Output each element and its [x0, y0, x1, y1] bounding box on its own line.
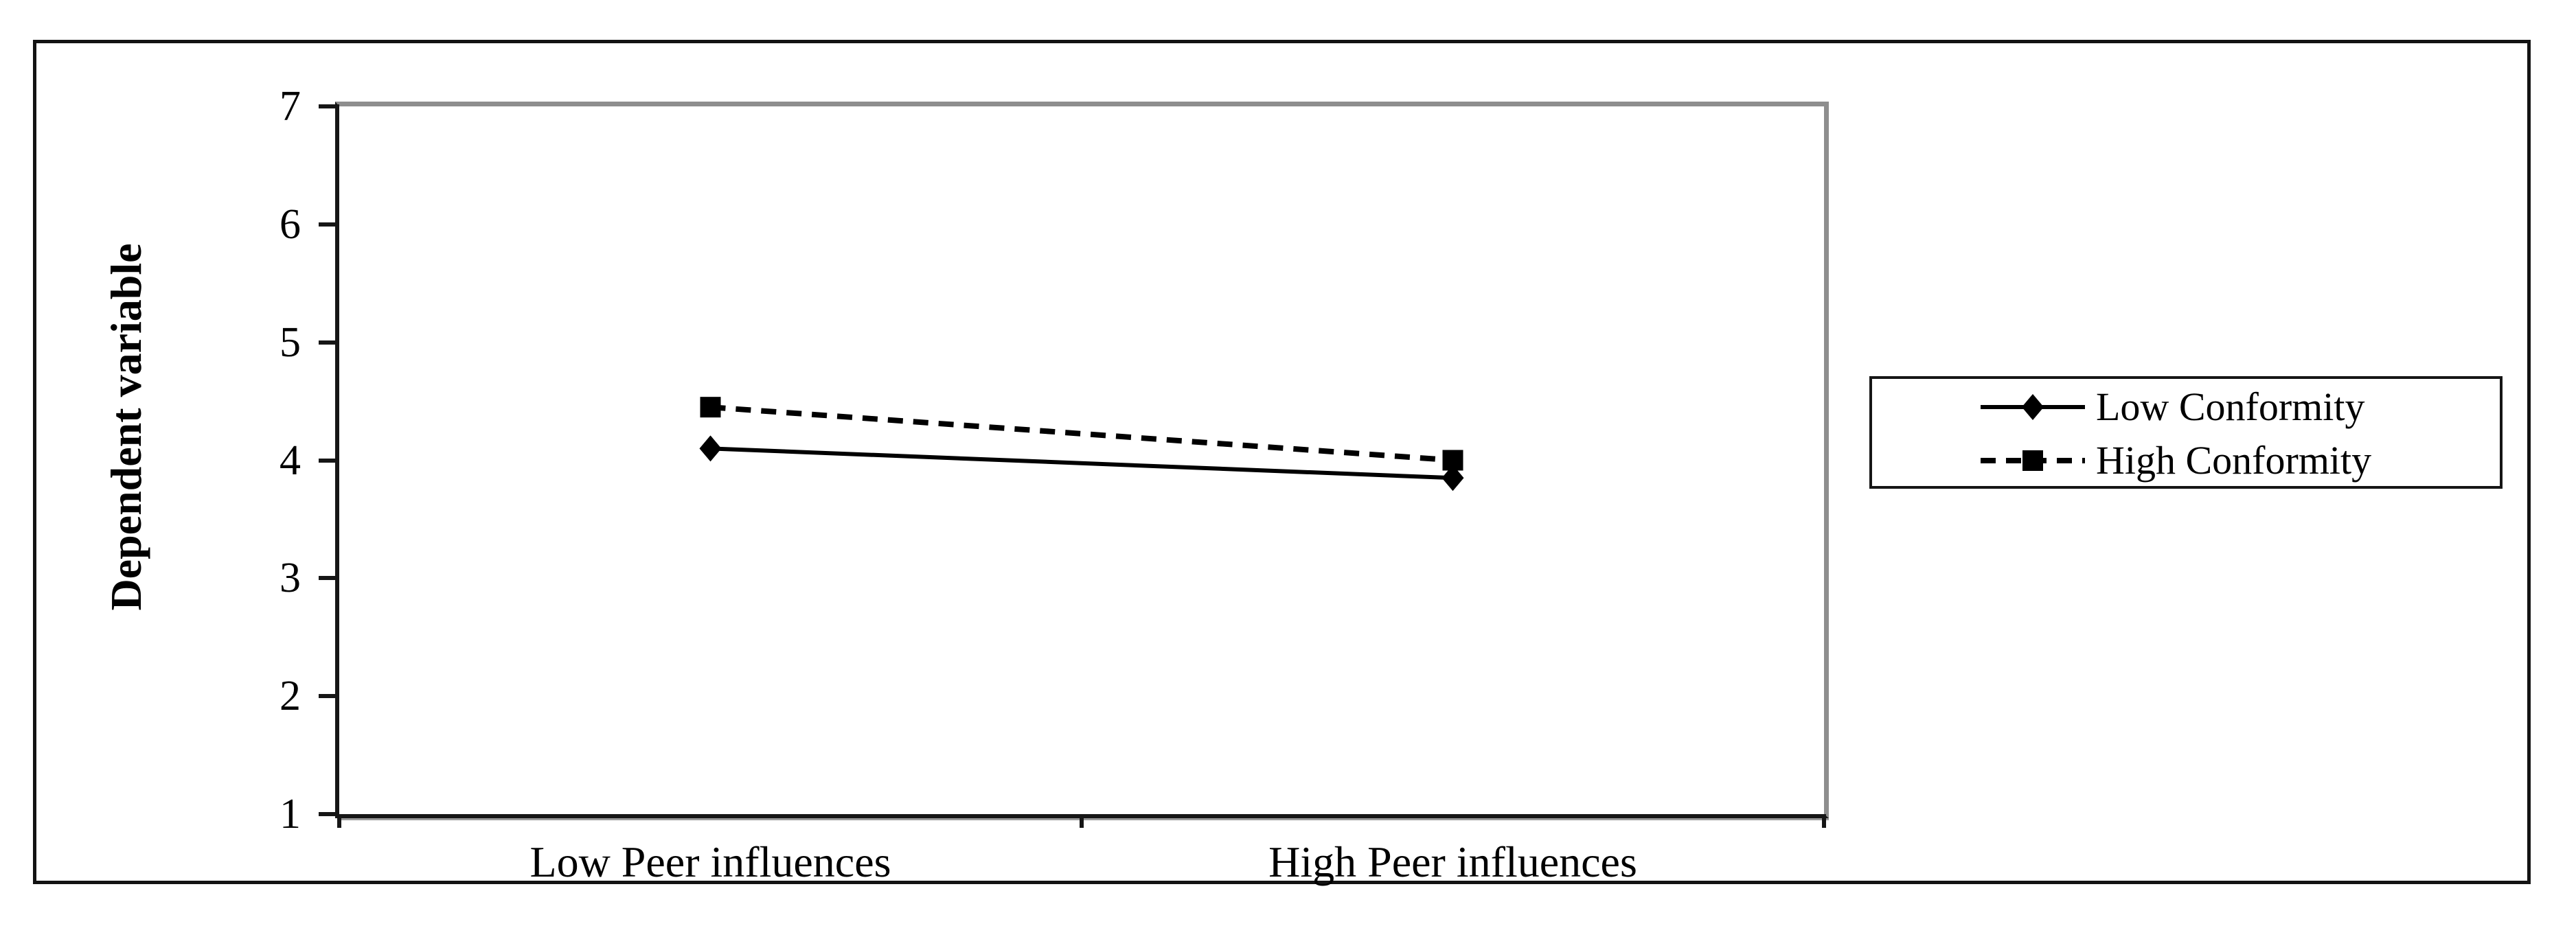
y-tick-label: 5 [280, 319, 301, 366]
y-tick-mark [319, 458, 339, 463]
legend-label: High Conformity [2096, 438, 2372, 483]
legend-marker-square [2022, 450, 2043, 471]
y-tick-mark [319, 812, 339, 816]
y-tick-label: 3 [280, 555, 301, 602]
y-tick-mark [319, 222, 339, 227]
x-category-label: Low Peer influences [529, 837, 891, 886]
y-tick-mark [319, 340, 339, 345]
y-tick-label: 7 [280, 83, 301, 130]
plot-area [335, 102, 1829, 818]
marker-diamond-low-conformity [1441, 465, 1464, 491]
y-tick-label: 2 [280, 673, 301, 720]
legend-line-sample-diamond-solid [1981, 394, 2085, 420]
legend-label: Low Conformity [2096, 384, 2365, 429]
x-tick-mark [1822, 814, 1826, 828]
x-category-label: High Peer influences [1268, 837, 1637, 886]
y-tick-label: 1 [280, 791, 301, 837]
legend-entry-high-conformity: High Conformity [1981, 436, 2371, 485]
y-tick-mark [319, 576, 339, 581]
y-axis-title: Dependent variable [102, 243, 150, 611]
legend-entry-low-conformity: Low Conformity [1981, 382, 2364, 432]
y-tick-label: 4 [280, 437, 301, 484]
y-tick-label: 6 [280, 200, 301, 248]
y-tick-mark [319, 694, 339, 699]
x-tick-mark [337, 814, 341, 828]
chart-series-canvas [699, 397, 1464, 491]
marker-square-high-conformity [700, 397, 721, 418]
legend-line-sample-square-dashed [1981, 450, 2085, 471]
y-tick-mark [319, 104, 339, 108]
marker-square-high-conformity [1442, 450, 1463, 471]
series-line-low-conformity [710, 446, 1453, 481]
series-line-high-conformity [710, 404, 1453, 463]
legend-marker-diamond [2022, 394, 2044, 420]
x-tick-mark [1080, 814, 1084, 828]
legend: Low Conformity High Conformity [1869, 376, 2503, 489]
x-axis-gray-underline [339, 818, 1829, 820]
marker-diamond-low-conformity [699, 435, 722, 462]
